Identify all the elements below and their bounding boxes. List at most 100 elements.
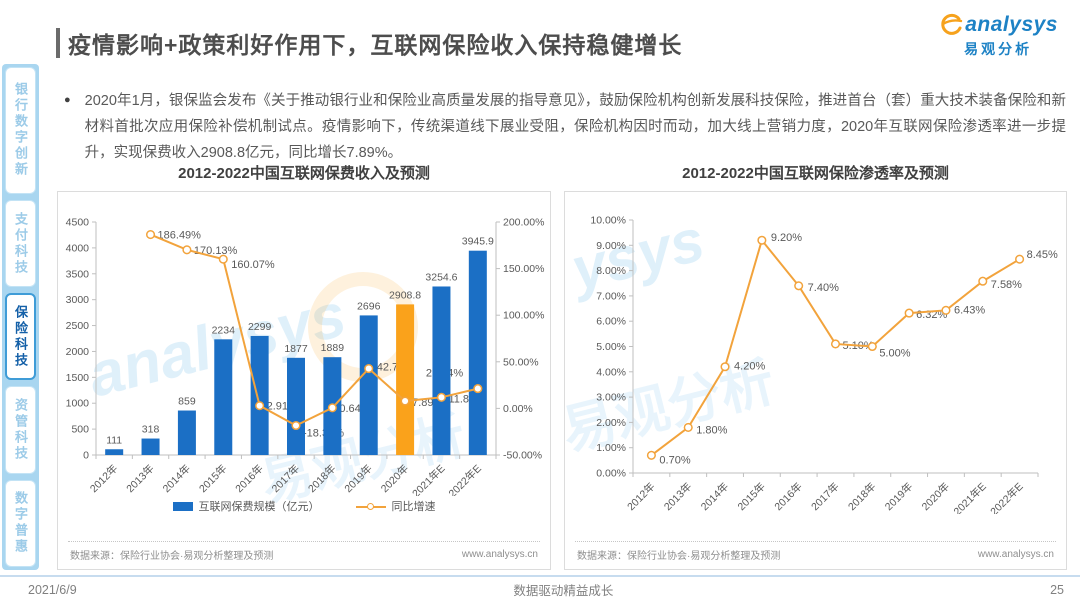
bar: [214, 339, 233, 455]
bar: [468, 250, 487, 455]
line-point: [436, 392, 447, 402]
intro-paragraph: ● 2020年1月，银保监会发布《关于推动银行业和保险业高质量发展的指导意见》，…: [64, 88, 1066, 166]
line-point: [218, 254, 228, 264]
x-axis-label: 2014年: [160, 462, 193, 495]
left-axis-tick: 2000: [66, 346, 90, 358]
line-point: [978, 276, 988, 286]
charts-row: 2012-2022中国互联网保费收入及预测 analysys 易观分析 0500…: [57, 163, 1067, 570]
line-label: 160.07%: [231, 259, 275, 271]
x-axis-label: 2013年: [661, 480, 694, 513]
legend-item-bar: 互联网保费规模（亿元）: [172, 498, 320, 514]
x-axis-label: 2020年: [378, 462, 411, 495]
line-point: [867, 341, 877, 352]
dotted-divider: [68, 541, 540, 542]
header: 疫情影响+政策利好作用下，互联网保险收入保持稳健增长: [56, 26, 682, 60]
x-axis-label: 2019年: [342, 462, 375, 495]
line-point: [1015, 254, 1025, 264]
line-label: 4.20%: [734, 361, 765, 373]
intro-text: 2020年1月，银保监会发布《关于推动银行业和保险业高质量发展的指导意见》，鼓励…: [84, 93, 1066, 161]
left-axis-tick: 1500: [66, 372, 90, 384]
penetration-chart-panel: ysys 易观分析 0.00% 1.00% 2.00% 3.00% 4.00% 5.00%…: [564, 191, 1067, 570]
bar-value-labels: 111 318 859 2234 2299 1877 1889 2696 2908.8 3254.…: [106, 236, 494, 447]
bar-label: 2696: [357, 300, 381, 312]
sidebar: 银行数字创新 支付科技 保险科技 资管科技 数字普惠: [2, 64, 39, 570]
x-axis-label: 2016年: [233, 462, 266, 495]
line-series: [646, 235, 1025, 460]
x-axis-label: 2018年: [845, 480, 878, 513]
analysys-logo-icon: [938, 12, 964, 38]
website: www.analysys.cn: [461, 549, 538, 560]
x-axis-label: 2012年: [87, 462, 120, 495]
left-axis-tick: 10.00%: [590, 215, 626, 227]
line-label: 186.49%: [158, 230, 202, 242]
line-label: 1.80%: [696, 424, 727, 436]
bar-label: 859: [178, 396, 196, 408]
footer-page-number: 25: [1050, 582, 1064, 597]
bar-label: 1889: [321, 342, 345, 354]
line-point: [683, 422, 693, 433]
left-axis-tick: 4000: [66, 242, 90, 254]
right-axis-tick: 150.00%: [503, 263, 544, 275]
sidebar-item-digital-inclusion[interactable]: 数字普惠: [5, 479, 36, 567]
sidebar-item-insurance-tech[interactable]: 保险科技: [5, 293, 36, 381]
x-axis-label: 2022年E: [988, 480, 1026, 514]
data-source: 数据来源：保险行业协会·易观分析整理及预测: [70, 551, 274, 562]
website: www.analysys.cn: [977, 549, 1054, 560]
bar-series: [105, 250, 487, 455]
sidebar-item-payment-tech[interactable]: 支付科技: [5, 199, 36, 288]
x-axis-label: 2018年: [305, 462, 338, 495]
x-axis-label: 2012年: [624, 480, 657, 513]
data-source: 数据来源：保险行业协会·易观分析整理及预测: [577, 551, 781, 562]
line-label: 170.13%: [194, 245, 238, 257]
logo-brand-text: analysys: [965, 13, 1058, 36]
dotted-divider: [575, 541, 1056, 542]
sidebar-item-asset-mgmt-tech[interactable]: 资管科技: [5, 386, 36, 474]
left-axis-tick: 1.00%: [596, 442, 626, 454]
left-axis-tick: 7.00%: [596, 290, 626, 302]
left-axis-tick: 2.00%: [596, 417, 626, 429]
source-row: 数据来源：保险行业协会·易观分析整理及预测 www.analysys.cn: [565, 542, 1066, 569]
x-axis-label: 2021年E: [409, 462, 447, 496]
line-point: [182, 245, 192, 255]
footer-slogan: 数据驱动精益成长: [513, 584, 614, 598]
right-axis-tick: 50.00%: [503, 356, 539, 368]
line-point: [400, 396, 410, 406]
line-label: 8.45%: [1027, 249, 1058, 261]
left-axis-tick: 3000: [66, 294, 90, 306]
line-point: [255, 401, 265, 411]
penetration-chart-title: 2012-2022中国互联网保险渗透率及预测: [682, 165, 949, 182]
premium-chart-legend: 互联网保费规模（亿元） 同比增速: [58, 496, 550, 516]
line-point: [364, 364, 374, 374]
sidebar-item-bank-digital[interactable]: 银行数字创新: [5, 67, 36, 194]
line-point: [145, 230, 156, 240]
penetration-chart-section: 2012-2022中国互联网保险渗透率及预测 ysys 易观分析 0.00% 1.…: [564, 163, 1067, 570]
right-axis-tick: 0.00%: [503, 403, 533, 415]
right-axis-tick: 100.00%: [503, 310, 544, 322]
bar-swatch-icon: [172, 501, 193, 511]
line-label: 0.70%: [659, 454, 690, 466]
bar: [287, 357, 305, 455]
bullet-icon: ●: [64, 94, 71, 106]
x-axis-label: 2017年: [269, 462, 302, 495]
left-axis-tick: 2500: [66, 320, 90, 332]
left-axis-tick: 3.00%: [596, 392, 626, 404]
x-axis-label: 2021年E: [951, 480, 989, 514]
bar-label: 1877: [284, 343, 308, 355]
bar: [250, 335, 269, 455]
bar: [141, 438, 160, 455]
line-point: [327, 403, 337, 413]
bar: [105, 449, 124, 455]
source-row: 数据来源：保险行业协会·易观分析整理及预测 www.analysys.cn: [58, 542, 550, 569]
bar: [177, 410, 196, 455]
analysys-logo: analysys 易观分析: [938, 12, 1058, 59]
x-axis-label: 2020年: [919, 480, 952, 513]
title-accent-bar: [56, 28, 60, 58]
left-axis-tick: 5.00%: [596, 341, 626, 353]
line-label: 9.20%: [771, 232, 802, 244]
line-label: 7.40%: [808, 282, 839, 294]
x-axis-label: 2019年: [882, 480, 915, 513]
line-label: 6.43%: [954, 304, 985, 316]
left-axis-tick: 0: [83, 450, 89, 462]
trend-line: [150, 233, 479, 427]
line-point: [830, 339, 841, 349]
